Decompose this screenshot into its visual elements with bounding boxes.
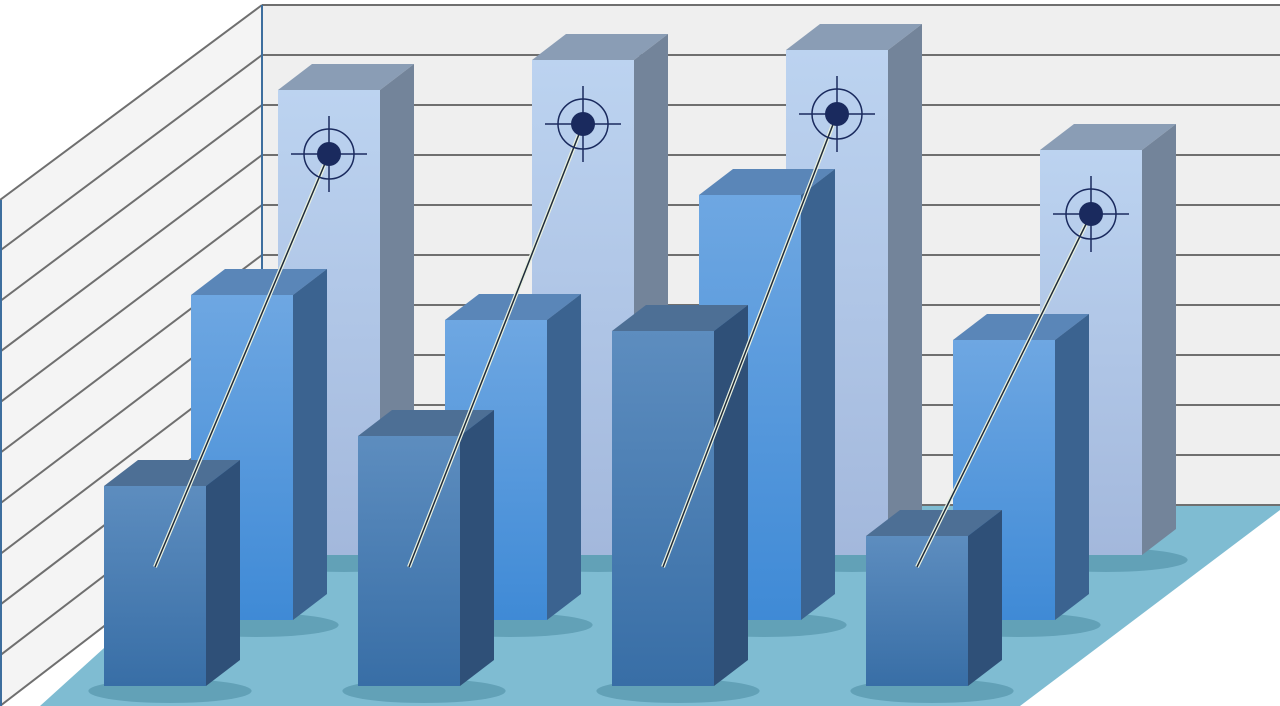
bar-side — [968, 510, 1002, 686]
bar-front — [866, 536, 968, 686]
bar-side — [293, 269, 327, 620]
bar-side — [1055, 314, 1089, 620]
bar-top — [1040, 124, 1176, 150]
bar-side — [547, 294, 581, 620]
gridline-side — [0, 204, 263, 404]
bar-side — [888, 24, 922, 555]
pointer-line — [916, 213, 1092, 568]
gridline-side — [0, 104, 263, 303]
bar-front — [104, 486, 206, 686]
bar-side — [801, 169, 835, 620]
bar-front-1 — [88, 460, 252, 703]
gridline-side — [0, 4, 263, 201]
gridline-side — [0, 154, 263, 353]
bar-side — [206, 460, 240, 686]
target-markers — [153, 76, 1129, 568]
bar-side — [460, 410, 494, 686]
bar-top — [612, 305, 748, 331]
pointer-line — [408, 123, 584, 568]
pointer-line — [662, 113, 838, 568]
bar-top — [699, 169, 835, 195]
bar-top — [786, 24, 922, 50]
bar-front-3 — [596, 305, 760, 703]
bar-side — [714, 305, 748, 686]
bar-top — [278, 64, 414, 90]
bar-top — [191, 269, 327, 295]
bar-top — [104, 460, 240, 486]
bars — [88, 24, 1188, 703]
bar-top — [358, 410, 494, 436]
pointer-line — [154, 153, 330, 568]
gridline-side — [0, 54, 263, 252]
bar-top — [532, 34, 668, 60]
bar-front — [612, 331, 714, 686]
bar-top — [953, 314, 1089, 340]
bar-front-2 — [342, 410, 506, 703]
bar-side — [1142, 124, 1176, 555]
bar-front-4 — [850, 510, 1014, 703]
bar-top — [866, 510, 1002, 536]
